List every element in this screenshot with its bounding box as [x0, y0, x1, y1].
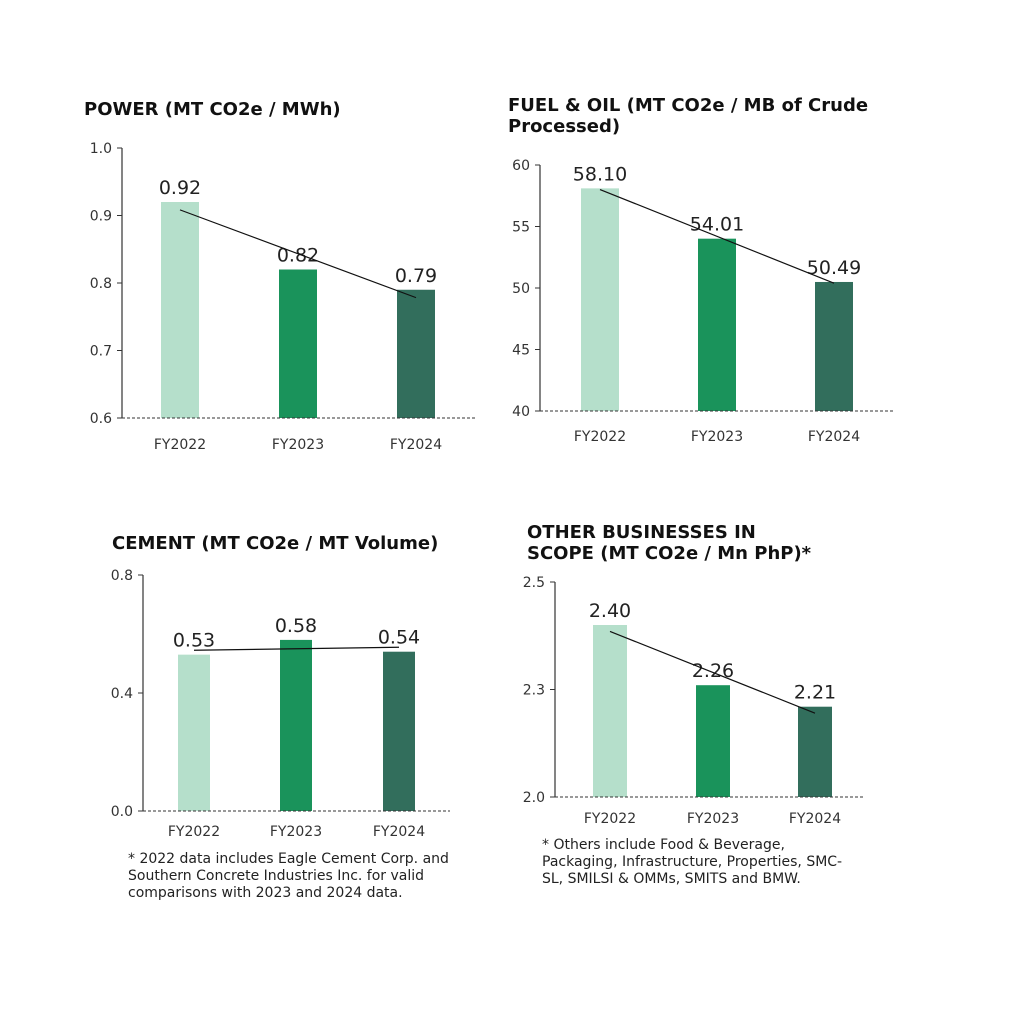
- data-label: 54.01: [690, 214, 744, 236]
- bar-fy2023: [698, 238, 736, 411]
- chart-title-fuel-oil: FUEL & OIL (MT CO2e / MB of Crude Proces…: [508, 95, 869, 137]
- y-tick-label: 1.0: [90, 141, 112, 157]
- x-tick-label: FY2022: [574, 429, 626, 445]
- trend-line: [179, 209, 417, 299]
- bar-fy2024: [397, 289, 435, 418]
- y-tick-label: 0.4: [111, 686, 133, 702]
- y-tick-label: 2.3: [523, 683, 545, 699]
- x-tick-label: FY2024: [789, 811, 841, 827]
- bar-fy2022: [161, 202, 199, 418]
- x-tick-label: FY2024: [373, 824, 425, 840]
- bar-fy2024: [383, 651, 415, 811]
- data-label: 0.79: [395, 265, 437, 287]
- x-tick-label: FY2024: [390, 437, 442, 453]
- x-tick-label: FY2023: [687, 811, 739, 827]
- chart-title-power: POWER (MT CO2e / MWh): [84, 99, 341, 120]
- bar-fy2024: [815, 281, 853, 411]
- bar-fy2023: [279, 269, 317, 418]
- y-tick-label: 40: [512, 404, 530, 420]
- chart-title-cement: CEMENT (MT CO2e / MT Volume): [112, 533, 439, 554]
- data-label: 0.53: [173, 630, 215, 652]
- chart-title-other-businesses: OTHER BUSINESSES IN SCOPE (MT CO2e / Mn …: [527, 522, 812, 564]
- bar-fy2023: [696, 685, 730, 797]
- x-tick-label: FY2024: [808, 429, 860, 445]
- data-label: 0.58: [275, 615, 317, 637]
- bar-fy2022: [593, 625, 627, 797]
- bar-fy2022: [581, 188, 619, 411]
- x-tick-label: FY2023: [270, 824, 322, 840]
- footnote-cement: * 2022 data includes Eagle Cement Corp. …: [128, 851, 449, 901]
- data-label: 2.40: [589, 600, 631, 622]
- x-tick-label: FY2022: [168, 824, 220, 840]
- y-tick-label: 55: [512, 220, 530, 236]
- y-tick-label: 45: [512, 343, 530, 359]
- data-label: 0.54: [378, 627, 420, 649]
- trend-line: [609, 630, 816, 714]
- x-tick-label: FY2023: [272, 437, 324, 453]
- y-tick-label: 0.8: [111, 568, 133, 584]
- x-tick-label: FY2022: [154, 437, 206, 453]
- trend-line: [193, 646, 400, 651]
- bar-fy2023: [280, 639, 312, 811]
- x-tick-label: FY2022: [584, 811, 636, 827]
- data-label: 58.10: [573, 163, 627, 185]
- bar-fy2024: [798, 706, 832, 797]
- trend-line: [599, 188, 835, 284]
- y-tick-label: 0.6: [90, 411, 112, 427]
- y-tick-label: 60: [512, 158, 530, 174]
- y-tick-label: 2.5: [523, 575, 545, 591]
- y-tick-label: 0.9: [90, 209, 112, 225]
- x-tick-label: FY2023: [691, 429, 743, 445]
- bar-fy2022: [178, 654, 210, 811]
- data-label: 2.21: [794, 682, 836, 704]
- data-label: 0.92: [159, 177, 201, 199]
- data-label: 50.49: [807, 257, 861, 279]
- y-tick-label: 0.7: [90, 344, 112, 360]
- y-tick-label: 0.8: [90, 276, 112, 292]
- y-tick-label: 50: [512, 281, 530, 297]
- y-tick-label: 2.0: [523, 790, 545, 806]
- footnote-other-businesses: * Others include Food & Beverage, Packag…: [542, 837, 843, 887]
- y-tick-label: 0.0: [111, 804, 133, 820]
